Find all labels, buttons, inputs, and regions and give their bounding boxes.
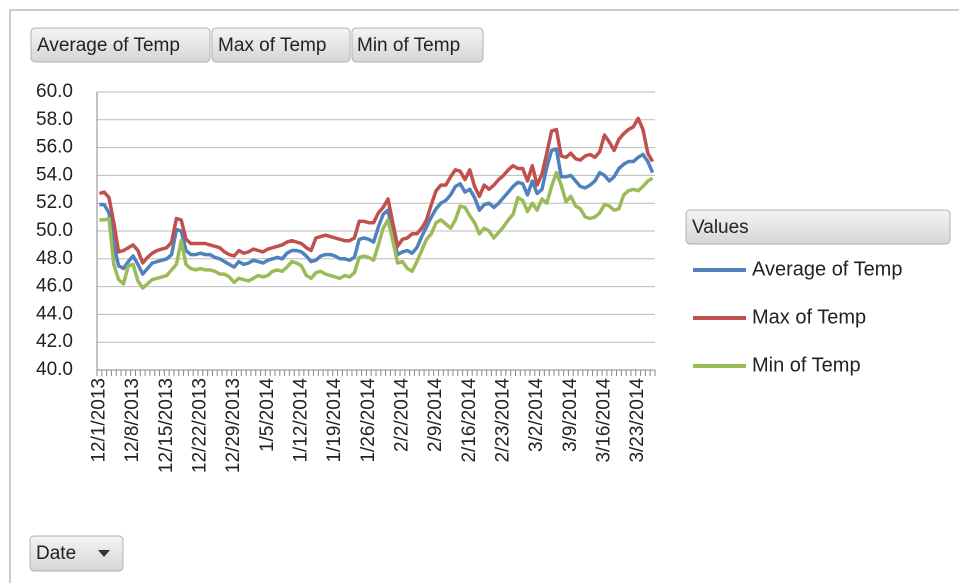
y-tick-label: 50.0: [36, 220, 73, 241]
x-tick-label: 2/9/2014: [425, 378, 446, 452]
field-button-label[interactable]: Average of Temp: [37, 35, 180, 56]
series-line: [99, 147, 655, 276]
field-button[interactable]: Max of Temp: [211, 27, 351, 63]
axis-field-box[interactable]: [29, 535, 124, 572]
y-tick-label: 48.0: [36, 248, 73, 269]
x-tick-label: 2/2/2014: [391, 378, 412, 452]
field-button[interactable]: Average of Temp: [30, 27, 211, 63]
x-tick-label: 1/26/2014: [358, 378, 379, 463]
series-line: [99, 170, 654, 290]
legend-title[interactable]: Values: [692, 217, 749, 238]
legend-label: Max of Temp: [752, 306, 866, 328]
chart-frame: [9, 9, 959, 583]
field-button[interactable]: Min of Temp: [351, 27, 484, 63]
y-tick-label: 56.0: [36, 137, 73, 158]
x-tick-label: 1/12/2014: [290, 378, 311, 463]
y-tick-label: 52.0: [36, 192, 73, 213]
field-button-label[interactable]: Min of Temp: [357, 35, 460, 56]
legend-title-button[interactable]: Values: [685, 209, 951, 245]
dropdown-arrow[interactable]: [98, 550, 110, 557]
y-tick-label: 58.0: [36, 109, 73, 130]
y-tick-label: 60.0: [36, 81, 73, 102]
x-tick-label: 3/9/2014: [560, 378, 581, 452]
axis-field-button[interactable]: Date: [29, 535, 124, 572]
axis-field-label[interactable]: Date: [36, 543, 76, 564]
y-tick-label: 42.0: [36, 331, 73, 352]
x-tick-label: 3/2/2014: [526, 378, 547, 452]
x-tick-label: 3/23/2014: [627, 378, 648, 463]
x-tick-label: 3/16/2014: [594, 378, 615, 463]
y-tick-label: 46.0: [36, 276, 73, 297]
field-button-label[interactable]: Max of Temp: [218, 35, 326, 56]
field-button-box[interactable]: [30, 27, 211, 63]
x-tick-label: 1/5/2014: [257, 378, 278, 452]
x-tick-label: 12/22/2013: [189, 378, 210, 473]
x-tick-label: 12/29/2013: [223, 378, 244, 473]
legend-title-box[interactable]: [685, 209, 951, 245]
x-tick-label: 2/16/2014: [459, 378, 480, 463]
legend-label: Average of Temp: [752, 258, 902, 280]
y-tick-label: 40.0: [36, 359, 73, 380]
series-line: [98, 116, 655, 265]
x-tick-label: 1/19/2014: [324, 378, 345, 463]
x-tick-label: 12/8/2013: [122, 378, 143, 463]
legend-label: Min of Temp: [752, 354, 861, 376]
x-tick-label: 2/23/2014: [492, 378, 513, 463]
field-button-box[interactable]: [211, 27, 351, 63]
x-tick-label: 12/15/2013: [156, 378, 177, 473]
y-tick-label: 54.0: [36, 164, 73, 185]
y-tick-label: 44.0: [36, 303, 73, 324]
field-button-box[interactable]: [351, 27, 484, 63]
x-tick-label: 12/1/2013: [88, 378, 109, 463]
